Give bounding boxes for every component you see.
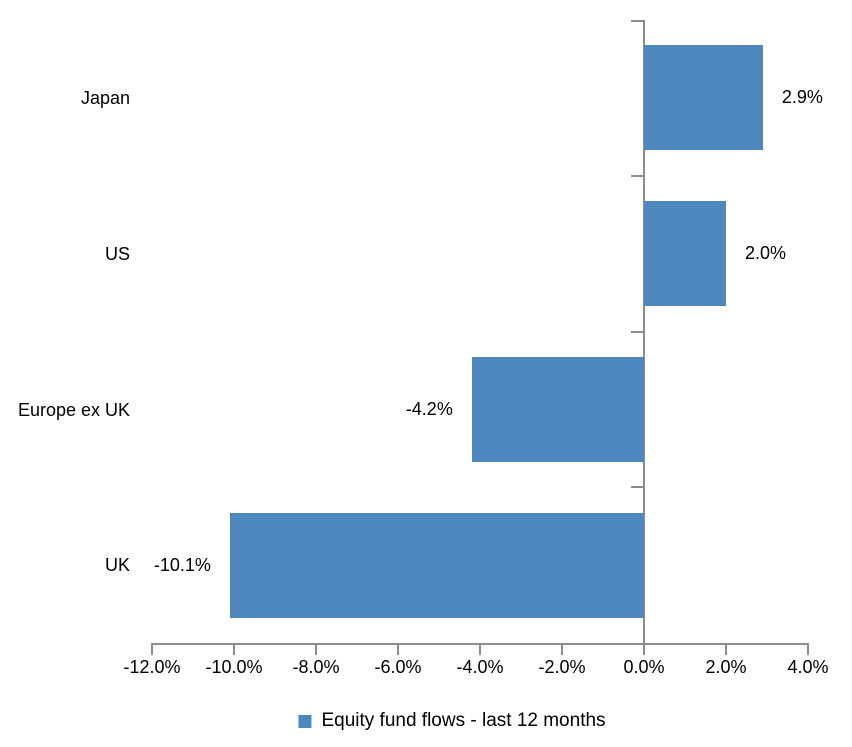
x-axis-tick bbox=[233, 643, 235, 655]
x-tick-label: -12.0% bbox=[123, 657, 181, 677]
legend: Equity fund flows - last 12 months bbox=[298, 710, 606, 732]
category-axis-tick bbox=[631, 331, 643, 333]
category-label-uk: UK bbox=[104, 554, 130, 575]
x-tick-label: 0.0% bbox=[623, 657, 665, 677]
bar-us bbox=[644, 201, 726, 306]
bar-europe-ex-uk bbox=[471, 357, 644, 462]
x-axis-tick bbox=[151, 643, 153, 655]
x-axis-tick bbox=[315, 643, 317, 655]
category-axis-tick bbox=[631, 20, 643, 22]
x-tick-label: -10.0% bbox=[205, 657, 263, 677]
x-axis-tick bbox=[561, 643, 563, 655]
x-axis-tick bbox=[643, 643, 645, 655]
value-label-europe-ex-uk: -4.2% bbox=[405, 399, 453, 419]
bar-japan bbox=[644, 45, 763, 150]
x-tick-label: 2.0% bbox=[705, 657, 747, 677]
value-label-uk: -10.1% bbox=[153, 555, 211, 575]
zero-axis-line bbox=[643, 20, 645, 653]
x-tick-label: -2.0% bbox=[538, 657, 586, 677]
category-label-europe-ex-uk: Europe ex UK bbox=[17, 399, 130, 420]
category-label-us: US bbox=[104, 243, 130, 264]
x-axis-tick bbox=[807, 643, 809, 655]
category-label-japan: Japan bbox=[80, 87, 130, 108]
x-tick-label: -8.0% bbox=[292, 657, 340, 677]
value-label-japan: 2.9% bbox=[781, 87, 823, 107]
plot-area: -12.0% -10.0% -8.0% -6.0% -4.0% -2.0% 0.0% 2.0%… bbox=[123, 20, 829, 677]
x-tick-label: -6.0% bbox=[374, 657, 422, 677]
x-axis-tick bbox=[397, 643, 399, 655]
bar-uk bbox=[229, 513, 644, 618]
legend-swatch bbox=[298, 714, 312, 728]
category-axis-tick bbox=[631, 486, 643, 488]
x-axis-tick bbox=[725, 643, 727, 655]
x-axis-tick bbox=[479, 643, 481, 655]
category-axis-tick bbox=[631, 175, 643, 177]
value-label-us: 2.0% bbox=[745, 243, 787, 263]
x-tick-label: 4.0% bbox=[787, 657, 829, 677]
x-tick-label: -4.0% bbox=[456, 657, 504, 677]
legend-label: Equity fund flows - last 12 months bbox=[321, 710, 606, 731]
